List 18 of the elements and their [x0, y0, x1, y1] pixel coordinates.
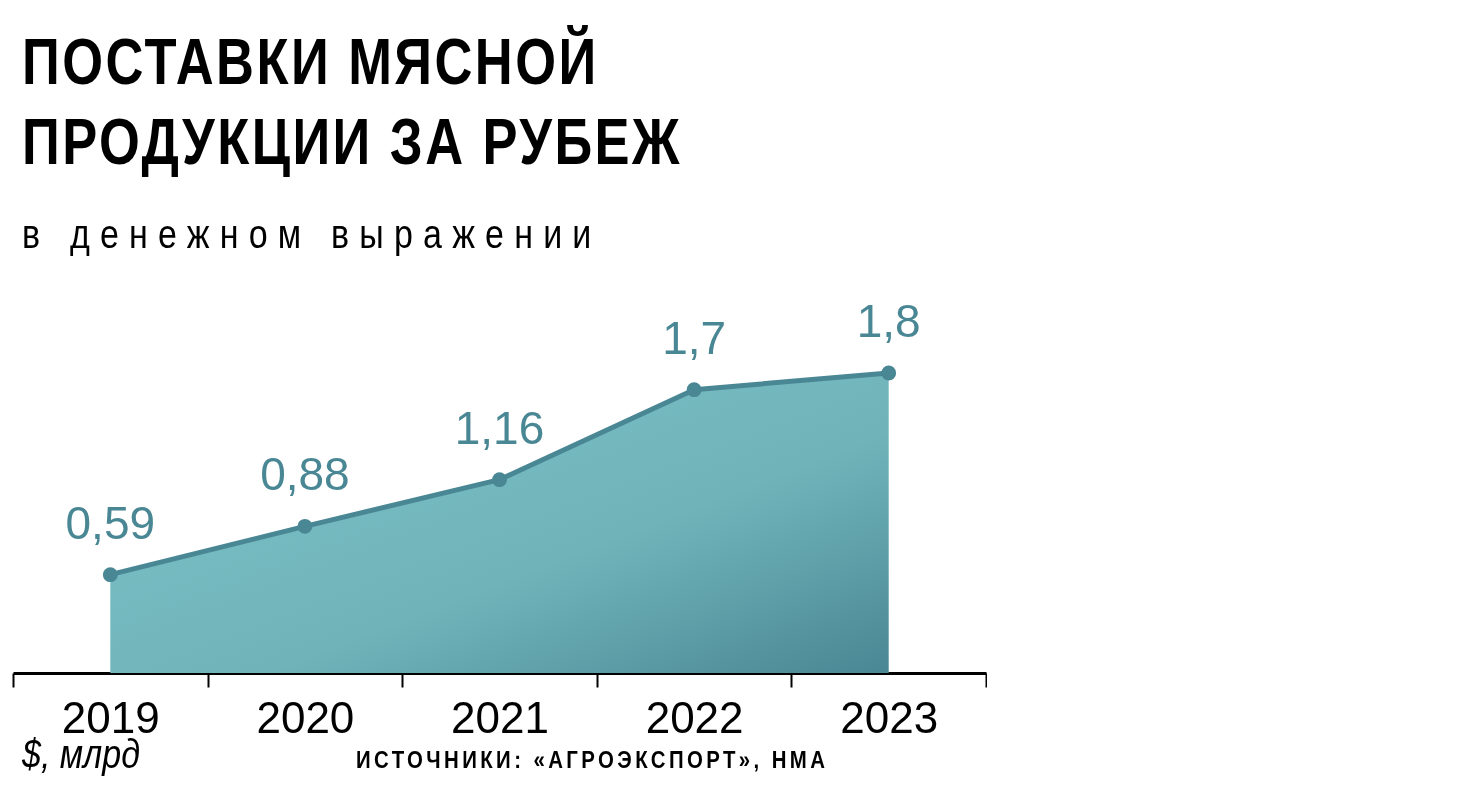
point	[881, 365, 897, 381]
point	[492, 472, 507, 488]
x-tick-label: 2022	[645, 692, 744, 742]
x-tick-label: 2023	[840, 692, 939, 742]
data-label: 0,88	[260, 448, 350, 501]
chart-subtitle: в денежном выражении	[22, 212, 602, 257]
point	[102, 567, 118, 583]
x-tick-label: 2021	[451, 692, 549, 742]
point	[686, 382, 702, 398]
x-tick-label: 2020	[256, 692, 355, 742]
text: ИСТОЧНИКИ: «АГРОЭКСПОРТ», НМА	[356, 746, 829, 774]
data-label: 1,8	[856, 295, 921, 347]
text: $, млрд	[22, 732, 140, 777]
data-label: 0,59	[65, 496, 156, 549]
point	[297, 518, 313, 534]
chart-title: ПОСТАВКИ МЯСНОЙ ПРОДУКЦИИ ЗА РУБЕЖ	[22, 24, 683, 180]
data-label: 1,7	[662, 311, 727, 364]
data-label: 1,16	[454, 401, 545, 454]
